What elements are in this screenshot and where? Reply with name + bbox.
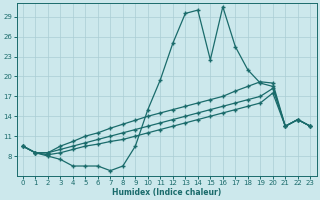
X-axis label: Humidex (Indice chaleur): Humidex (Indice chaleur) xyxy=(112,188,221,197)
